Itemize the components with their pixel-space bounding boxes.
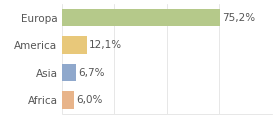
Text: 75,2%: 75,2% [221, 13, 255, 23]
Bar [62, 36, 87, 54]
Text: 6,7%: 6,7% [78, 68, 104, 78]
Text: 12,1%: 12,1% [89, 40, 122, 50]
Bar [62, 64, 76, 81]
Text: 6,0%: 6,0% [76, 95, 103, 105]
Bar [62, 91, 74, 109]
Bar [62, 9, 220, 27]
